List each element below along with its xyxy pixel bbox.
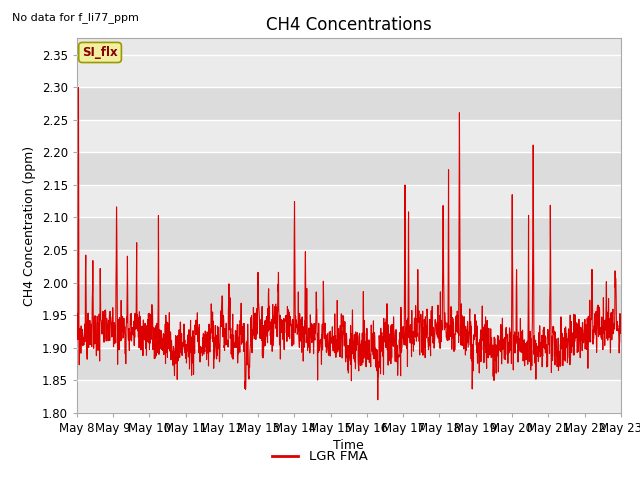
Title: CH4 Concentrations: CH4 Concentrations <box>266 16 431 34</box>
Y-axis label: CH4 Concentration (ppm): CH4 Concentration (ppm) <box>23 145 36 306</box>
Bar <box>77 380 621 413</box>
Text: No data for f_li77_ppm: No data for f_li77_ppm <box>12 12 138 24</box>
Bar <box>77 217 621 250</box>
X-axis label: Time: Time <box>333 439 364 452</box>
Bar <box>77 185 621 217</box>
Bar <box>77 55 621 87</box>
Text: SI_flx: SI_flx <box>83 46 118 59</box>
Bar <box>77 315 621 348</box>
Bar <box>77 283 621 315</box>
Bar <box>77 87 621 120</box>
Legend: LGR FMA: LGR FMA <box>267 445 373 468</box>
Bar <box>77 152 621 185</box>
Bar <box>77 250 621 283</box>
Bar <box>77 120 621 152</box>
Bar <box>77 348 621 380</box>
